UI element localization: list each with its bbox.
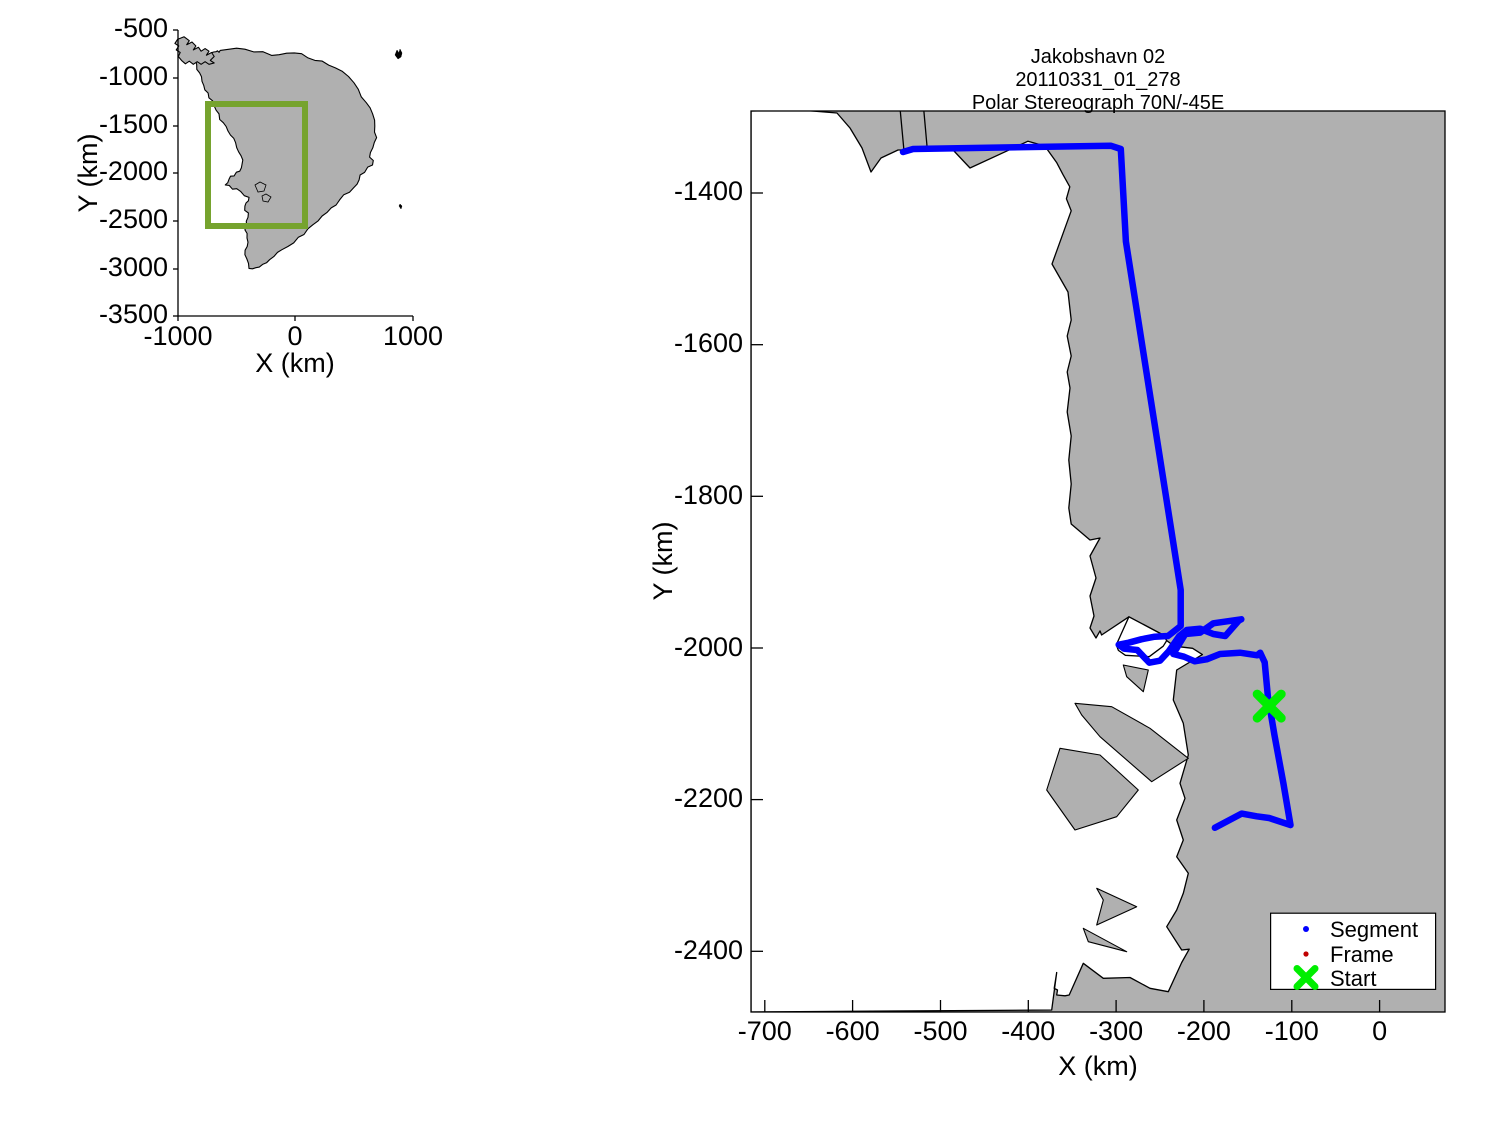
svg-text:Start: Start [1330, 966, 1376, 991]
svg-text:-500: -500 [114, 13, 168, 43]
svg-text:X (km): X (km) [1058, 1051, 1137, 1081]
svg-text:Y (km): Y (km) [648, 522, 678, 601]
svg-text:-2500: -2500 [99, 204, 168, 234]
svg-text:Frame: Frame [1330, 942, 1394, 967]
svg-text:-500: -500 [913, 1016, 967, 1046]
svg-text:-100: -100 [1265, 1016, 1319, 1046]
svg-text:0: 0 [1372, 1016, 1387, 1046]
svg-text:-1500: -1500 [99, 109, 168, 139]
svg-text:-600: -600 [826, 1016, 880, 1046]
svg-text:Polar Stereograph 70N/-45E: Polar Stereograph 70N/-45E [972, 92, 1224, 114]
svg-text:-3000: -3000 [99, 252, 168, 282]
svg-text:-2000: -2000 [674, 632, 743, 662]
svg-text:-1000: -1000 [143, 321, 212, 351]
svg-text:-1400: -1400 [674, 176, 743, 206]
svg-text:1000: 1000 [383, 321, 443, 351]
svg-text:-300: -300 [1089, 1016, 1143, 1046]
svg-text:X (km): X (km) [255, 348, 334, 378]
svg-text:0: 0 [287, 321, 302, 351]
svg-text:-1000: -1000 [99, 61, 168, 91]
svg-text:Y (km): Y (km) [73, 134, 103, 213]
svg-text:-2400: -2400 [674, 935, 743, 965]
svg-text:-1600: -1600 [674, 328, 743, 358]
svg-text:-2200: -2200 [674, 783, 743, 813]
svg-text:-400: -400 [1001, 1016, 1055, 1046]
svg-text:Segment: Segment [1330, 917, 1418, 942]
svg-text:-200: -200 [1177, 1016, 1231, 1046]
svg-text:-1800: -1800 [674, 480, 743, 510]
svg-text:20110331_01_278: 20110331_01_278 [1015, 69, 1180, 91]
svg-text:-2000: -2000 [99, 156, 168, 186]
svg-text:-700: -700 [738, 1016, 792, 1046]
svg-text:Jakobshavn 02: Jakobshavn 02 [1031, 46, 1166, 68]
